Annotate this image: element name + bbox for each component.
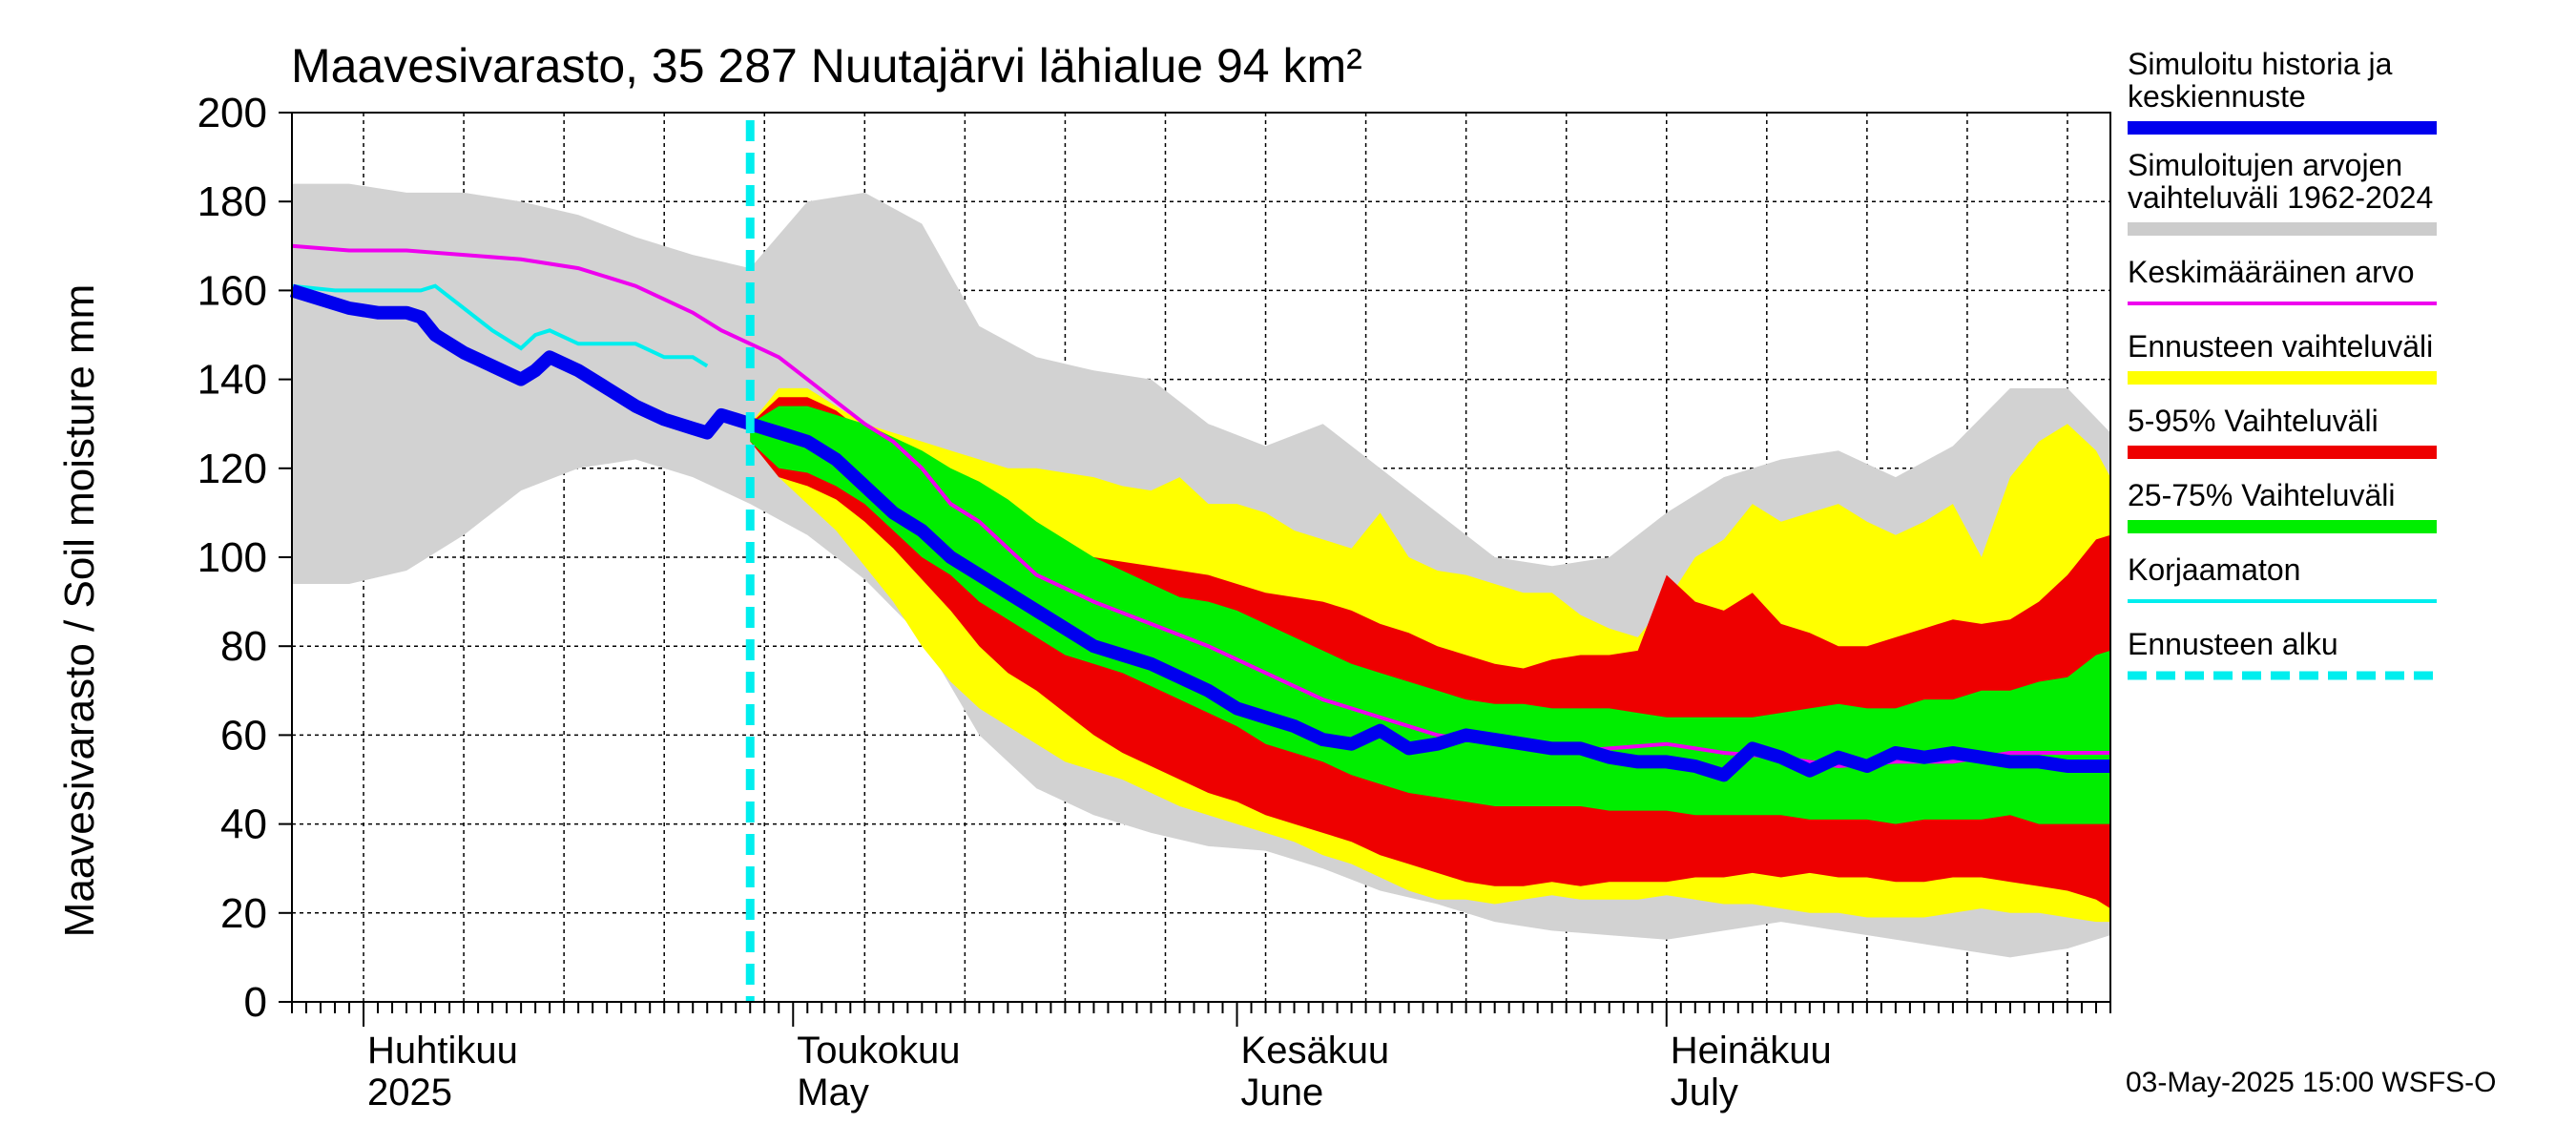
y-tick-label: 180 <box>197 178 267 225</box>
month-label: Toukokuu <box>797 1030 960 1072</box>
y-tick-label: 100 <box>197 534 267 581</box>
legend-label: Ennusteen vaihteluväli <box>2128 329 2433 364</box>
p25-75-band <box>750 406 2110 824</box>
y-tick-label: 160 <box>197 267 267 314</box>
month-label-secondary: July <box>1671 1072 1738 1114</box>
y-tick-label: 200 <box>197 90 267 136</box>
legend-label: Ennusteen alku <box>2128 627 2338 661</box>
band-layer <box>292 183 2110 958</box>
legend-label: Keskimääräinen arvo <box>2128 255 2415 289</box>
legend-label: 5-95% Vaihteluväli <box>2128 404 2379 438</box>
line-layer <box>289 120 2110 1002</box>
y-tick-label: 20 <box>220 890 267 937</box>
y-tick-label: 120 <box>197 446 267 492</box>
legend-label: Simuloitu historia ja <box>2128 47 2393 81</box>
month-label: Kesäkuu <box>1241 1030 1390 1072</box>
y-tick-label: 60 <box>220 712 267 759</box>
y-tick-label: 40 <box>220 802 267 848</box>
month-label: Heinäkuu <box>1671 1030 1832 1072</box>
month-label-secondary: June <box>1241 1072 1324 1114</box>
month-label-secondary: May <box>797 1072 869 1114</box>
uncorrected-line <box>291 283 709 368</box>
legend-label: Simuloitujen arvojen <box>2128 148 2402 182</box>
y-axis-label: Maavesivarasto / Soil moisture mm <box>56 284 103 938</box>
chart-title: Maavesivarasto, 35 287 Nuutajärvi lähial… <box>291 39 1362 93</box>
legend-label: 25-75% Vaihteluväli <box>2128 478 2395 512</box>
month-label: Huhtikuu <box>367 1030 518 1072</box>
legend-label: vaihteluväli 1962-2024 <box>2128 180 2433 215</box>
y-tick-label: 140 <box>197 357 267 404</box>
legend-label: Korjaamaton <box>2128 552 2300 587</box>
history-forecast-line <box>289 283 2110 782</box>
footer-timestamp: 03-May-2025 15:00 WSFS-O <box>2126 1067 2497 1098</box>
y-tick-label: 0 <box>244 979 267 1026</box>
y-tick-label: 80 <box>220 623 267 670</box>
legend-label: keskiennuste <box>2128 79 2306 114</box>
month-label-secondary: 2025 <box>367 1072 452 1114</box>
